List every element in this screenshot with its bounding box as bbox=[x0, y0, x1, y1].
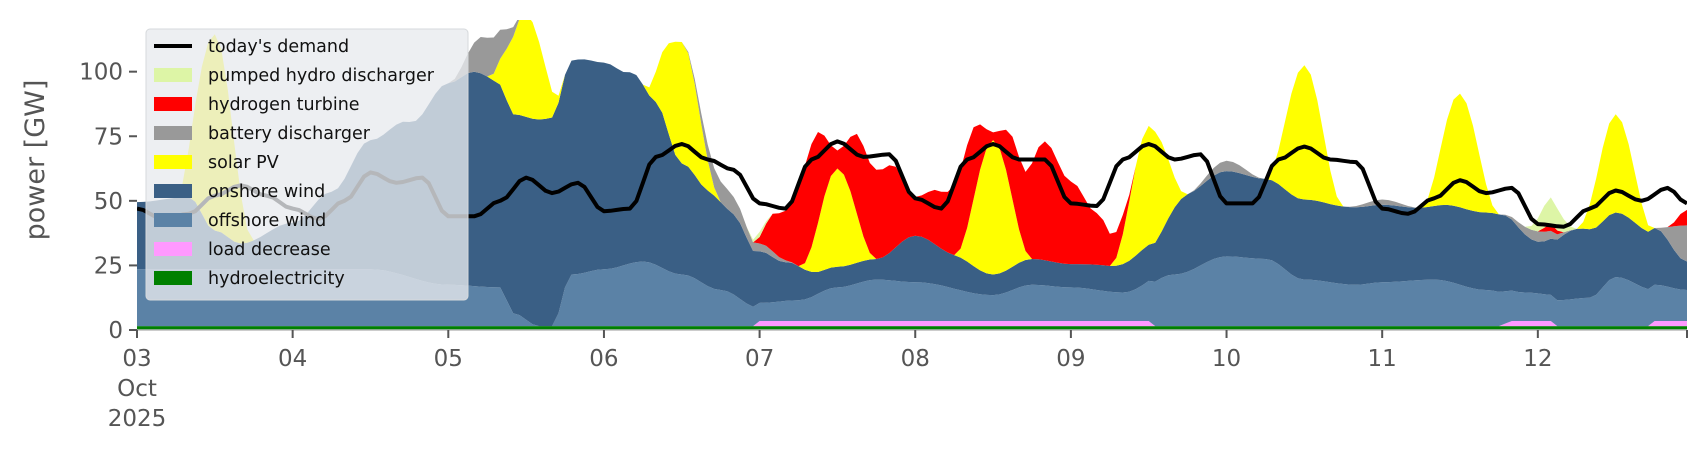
x-tick-label: 08 bbox=[901, 346, 930, 372]
area-onshore-wind bbox=[137, 59, 1687, 327]
x-tick-label: 03 bbox=[122, 346, 151, 372]
y-tick-label: 50 bbox=[94, 189, 123, 215]
x-tick-label: 09 bbox=[1056, 346, 1085, 372]
y-tick-label: 75 bbox=[94, 124, 123, 150]
x-tick-label: 11 bbox=[1368, 346, 1397, 372]
x-tick-label: 06 bbox=[589, 346, 618, 372]
y-axis-label: power [GW] bbox=[20, 80, 51, 241]
legend-label: today's demand bbox=[208, 37, 349, 57]
area-hydrogen-turbine bbox=[137, 20, 1687, 267]
x-tick-label: 10 bbox=[1212, 346, 1241, 372]
y-tick-label: 0 bbox=[108, 318, 123, 344]
legend: today's demand pumped hydro discharger hyd… bbox=[145, 28, 469, 301]
area-hydroelectricity bbox=[137, 326, 1687, 330]
legend-swatch bbox=[154, 213, 192, 227]
legend-swatch bbox=[154, 126, 192, 140]
x-tick-label: 12 bbox=[1523, 346, 1552, 372]
legend-label: hydroelectricity bbox=[208, 269, 345, 289]
y-tick-label: 100 bbox=[79, 60, 123, 86]
stacked-areas bbox=[137, 20, 1687, 330]
area-load-decrease bbox=[137, 321, 1687, 327]
legend-swatch bbox=[154, 242, 192, 256]
axes: 0 25 50 75 100 03 Oct 2025 04 05 06 07 08 09 10 11 12 pow… bbox=[20, 60, 1688, 432]
legend-label: load decrease bbox=[208, 240, 331, 260]
legend-label: pumped hydro discharger bbox=[208, 66, 435, 86]
legend-label: solar PV bbox=[208, 153, 279, 173]
x-tick-label: 07 bbox=[745, 346, 774, 372]
y-tick-label: 25 bbox=[94, 253, 123, 279]
x-tick-label: 05 bbox=[434, 346, 463, 372]
legend-label: battery discharger bbox=[208, 124, 371, 144]
area-solar-pv bbox=[137, 20, 1687, 275]
legend-swatch bbox=[154, 155, 192, 169]
legend-swatch bbox=[154, 271, 192, 285]
legend-box bbox=[145, 28, 469, 301]
legend-label: offshore wind bbox=[208, 211, 326, 231]
legend-label: hydrogen turbine bbox=[208, 95, 360, 115]
area-offshore-wind bbox=[137, 256, 1687, 327]
x-tick-year: 2025 bbox=[108, 406, 167, 432]
legend-label: onshore wind bbox=[208, 182, 325, 202]
legend-swatch bbox=[154, 68, 192, 82]
legend-swatch bbox=[154, 97, 192, 111]
x-tick-label: 04 bbox=[278, 346, 307, 372]
x-tick-month: Oct bbox=[117, 376, 157, 402]
legend-swatch bbox=[154, 184, 192, 198]
